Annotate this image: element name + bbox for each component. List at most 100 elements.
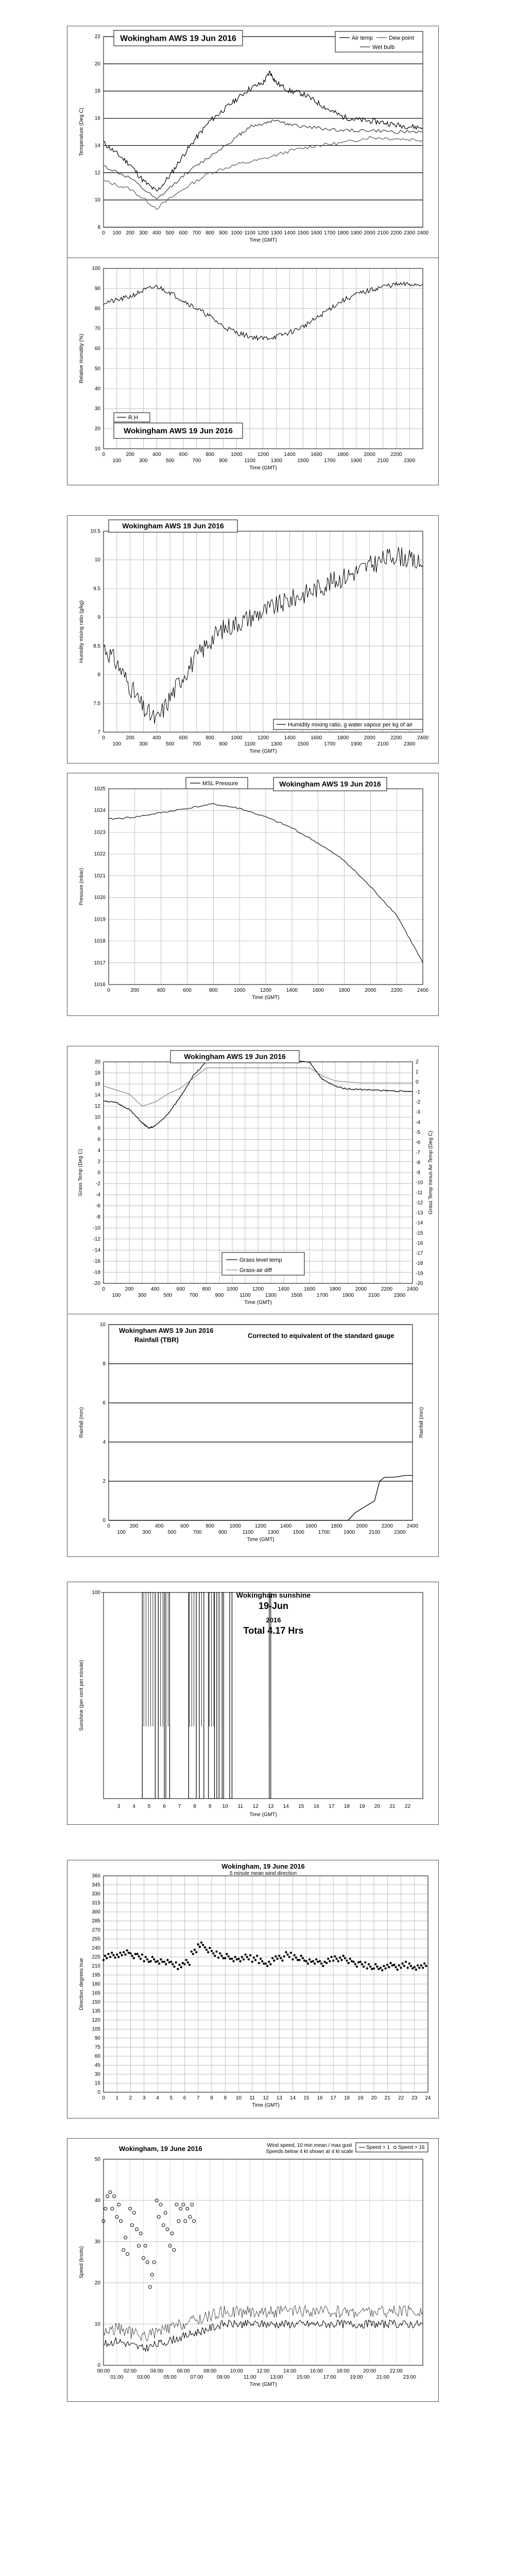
x-tick-label: 400 xyxy=(155,1523,164,1529)
y-tick-label: 9 xyxy=(97,615,100,620)
wind-direction-point xyxy=(386,1963,389,1966)
wind-direction-point xyxy=(231,1957,233,1960)
x-tick-label: 2200 xyxy=(381,1286,393,1292)
x-tick-label: 9 xyxy=(224,2095,227,2101)
x-tick-label: 17:00 xyxy=(323,2375,336,2380)
chart-title: Wokingham AWS 19 Jun 2016 xyxy=(184,1053,286,1061)
x-tick-label: 900 xyxy=(219,741,228,747)
y-tick-label: 75 xyxy=(95,2045,101,2050)
x-tick-label: 600 xyxy=(180,1523,189,1529)
sunshine-bar xyxy=(142,1592,156,1799)
wind-direction-point xyxy=(315,1958,318,1961)
y-tick-label: 10.5 xyxy=(91,529,101,534)
wind-direction-point xyxy=(285,1951,287,1954)
gust-point xyxy=(161,2223,165,2227)
x-tick-label: 2 xyxy=(129,2095,132,2101)
x-tick-label: 700 xyxy=(192,458,201,464)
wind-direction-point xyxy=(320,1962,323,1965)
wind-direction-point xyxy=(354,1963,356,1965)
y-tick-label: 195 xyxy=(92,1973,100,1978)
x-tick-label: 200 xyxy=(126,230,134,236)
y2-tick-label: -14 xyxy=(416,1221,423,1226)
wind-direction-point xyxy=(112,1954,115,1957)
y-tick-label: 6 xyxy=(102,1400,106,1406)
x-tick-label: 15 xyxy=(303,2095,310,2101)
y2-tick-label: -9 xyxy=(416,1170,420,1176)
y-tick-label: 1021 xyxy=(94,873,106,879)
x-tick-label: 500 xyxy=(164,1293,173,1298)
x-tick-label: 300 xyxy=(139,230,148,236)
x-tick-label: 1600 xyxy=(305,1523,317,1529)
wind-direction-point xyxy=(246,1956,248,1958)
y-tick-label: 12 xyxy=(95,170,101,176)
wind-direction-point xyxy=(266,1964,269,1968)
x-tick-label: 14 xyxy=(283,1804,289,1809)
y-axis-label: Grass Temp (Deg C) xyxy=(78,1149,83,1196)
x-tick-label: 18:00 xyxy=(336,2368,349,2374)
wind-direction-point xyxy=(283,1955,285,1958)
wind-direction-point xyxy=(372,1967,375,1970)
y-tick-label: -8 xyxy=(96,1214,100,1220)
x-tick-label: 11 xyxy=(238,1804,244,1809)
x-tick-label: 02:00 xyxy=(124,2368,136,2374)
wind-direction-point xyxy=(121,1954,123,1957)
x-tick-label: 1300 xyxy=(271,458,283,464)
legend-label: MSL Pressure xyxy=(202,781,238,787)
y-tick-label: 1022 xyxy=(94,852,106,857)
x-tick-label: 17 xyxy=(331,2095,337,2101)
wind-direction-point xyxy=(384,1967,387,1970)
x-tick-label: 1200 xyxy=(260,988,272,993)
gust-point xyxy=(159,2202,163,2207)
wind-direction-point xyxy=(252,1956,255,1959)
x-tick-label: 7 xyxy=(197,2095,200,2101)
x-tick-label: 600 xyxy=(179,452,188,457)
pressure-chart: 1016 1017 1018 1019 1020 1021 1022 1023 1024 1025… xyxy=(67,773,439,1016)
wind-direction-point xyxy=(322,1964,324,1968)
wind-direction-point xyxy=(124,1953,127,1956)
gust-point xyxy=(168,2244,172,2248)
chart-subtitle: Rainfall (TBR) xyxy=(134,1336,179,1344)
x-tick-label: 8 xyxy=(210,2095,213,2101)
gust-point xyxy=(126,2252,129,2256)
wind-direction-point xyxy=(313,1962,316,1965)
y-axis-label: Direction, degrees true xyxy=(79,1958,84,2010)
x-tick-label: 800 xyxy=(205,452,214,457)
x-tick-label: 700 xyxy=(192,741,201,747)
x-tick-label: 11 xyxy=(250,2095,255,2101)
y-tick-label: 1020 xyxy=(94,895,106,901)
x-tick-label: 5 xyxy=(148,1804,151,1809)
x-tick-label: 20:00 xyxy=(363,2368,376,2374)
y2-tick-label: -16 xyxy=(416,1241,423,1246)
x-tick-label: 05:00 xyxy=(164,2375,177,2380)
chart-title-box xyxy=(170,1050,300,1063)
x-tick-label: 1900 xyxy=(351,741,363,747)
y-tick-label: 45 xyxy=(95,2063,101,2069)
wind-direction-point xyxy=(131,1954,133,1957)
wind-direction-point xyxy=(416,1964,419,1967)
wind-direction-point xyxy=(340,1959,343,1961)
y-tick-label: 50 xyxy=(95,366,101,371)
y-tick-label: -4 xyxy=(96,1192,100,1198)
wind-direction-point xyxy=(364,1961,367,1964)
wind-direction-point xyxy=(420,1964,423,1967)
y-tick-label: 1017 xyxy=(94,960,106,966)
x-tick-label: 1700 xyxy=(324,741,336,747)
wind-direction-point xyxy=(158,1962,161,1965)
x-tick-label: 20 xyxy=(371,2095,377,2101)
y-tick-label: 270 xyxy=(92,1927,100,1933)
wind-direction-point xyxy=(148,1960,150,1963)
wind-direction-point xyxy=(114,1956,116,1959)
y2-tick-label: 1 xyxy=(416,1070,419,1075)
gust-point xyxy=(122,2248,126,2252)
legend-label: Grass-air diff xyxy=(239,1267,272,1274)
y-tick-label: 18 xyxy=(95,1071,101,1076)
x-tick-label: 13:00 xyxy=(270,2375,283,2380)
x-tick-label: 1600 xyxy=(311,230,322,236)
y2-tick-label: -13 xyxy=(416,1210,423,1216)
x-tick-label: 2100 xyxy=(369,1530,381,1535)
wind-direction-point xyxy=(301,1957,304,1960)
wind-direction-point xyxy=(276,1957,279,1960)
x-tick-label: 18 xyxy=(344,1804,350,1809)
x-tick-label: 2200 xyxy=(390,735,402,741)
wind-direction-point xyxy=(400,1967,402,1969)
